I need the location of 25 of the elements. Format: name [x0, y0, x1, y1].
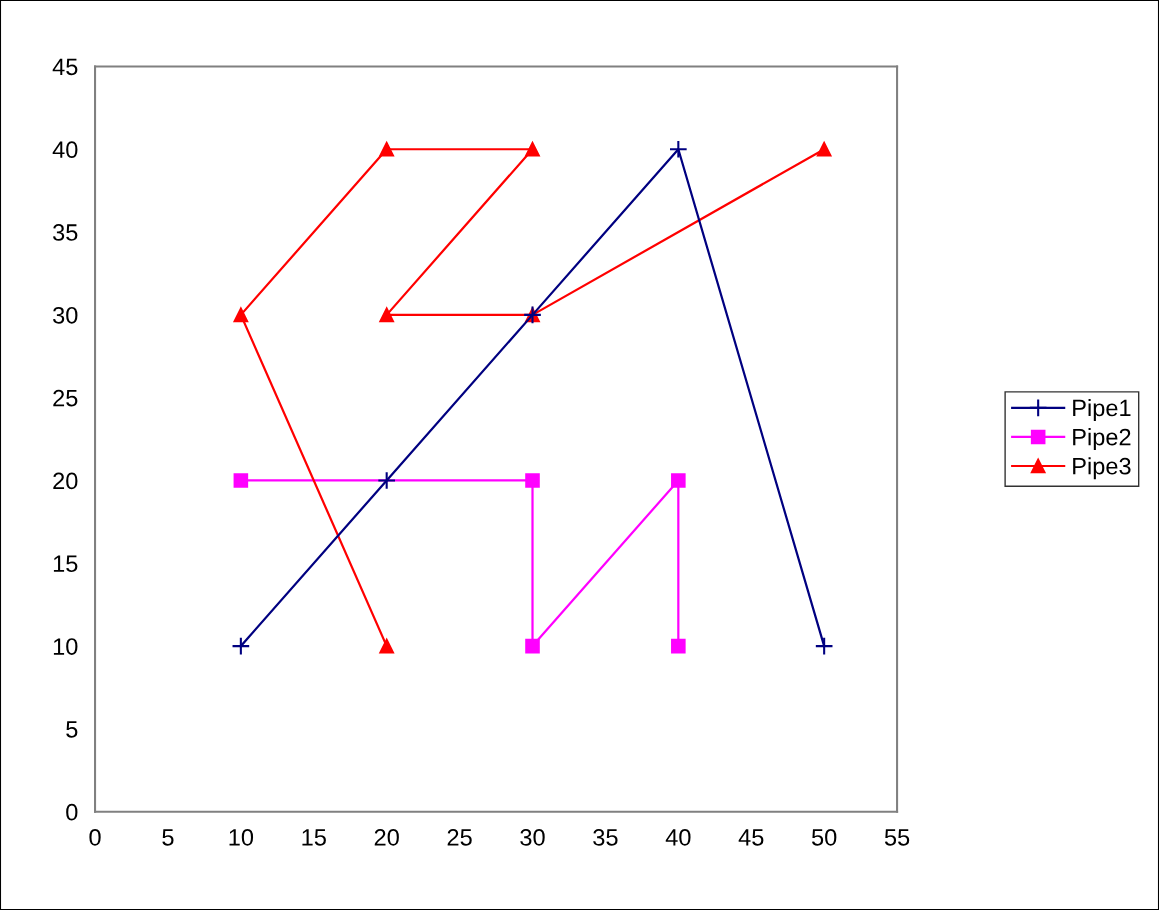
x-tick-label: 45 — [738, 829, 764, 846]
x-tick-label: 20 — [374, 829, 399, 846]
x-tick-label: 40 — [665, 829, 691, 846]
x-tick-label: 50 — [811, 829, 837, 846]
x-tick-label: 35 — [593, 829, 618, 846]
legend-label: Pipe2 — [1073, 428, 1131, 451]
y-tick-label: 25 — [53, 389, 78, 407]
x-tick-label: 55 — [884, 829, 910, 846]
x-tick-label: 0 — [89, 829, 101, 846]
x-tick-label: 5 — [162, 829, 174, 846]
y-tick-label: 45 — [52, 58, 78, 76]
y-tick-label: 20 — [53, 472, 78, 490]
y-tick-label: 40 — [52, 141, 78, 159]
x-tick-label: 10 — [229, 829, 254, 846]
y-tick-label: 0 — [66, 803, 78, 821]
legend-label: Pipe1 — [1073, 398, 1131, 421]
x-tick-label: 30 — [520, 829, 545, 846]
y-tick-label: 35 — [53, 224, 78, 241]
x-tick-label: 15 — [302, 829, 326, 846]
y-tick-label: 5 — [66, 721, 78, 738]
x-tick-label: 25 — [447, 829, 472, 846]
y-tick-label: 15 — [53, 555, 78, 573]
y-tick-label: 30 — [53, 306, 78, 324]
y-tick-label: 10 — [53, 638, 78, 655]
legend-label: Pipe3 — [1073, 457, 1131, 480]
